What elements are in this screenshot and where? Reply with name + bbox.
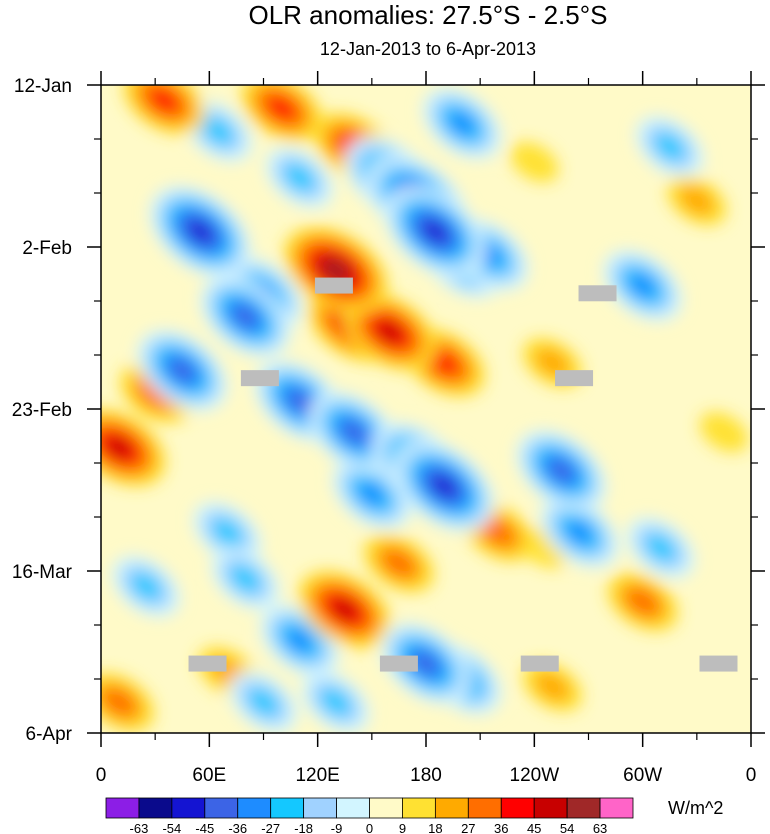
anomaly-blob-13-level-2	[654, 133, 685, 161]
anomaly-blob-11-level-2	[103, 689, 135, 716]
anomaly-blob-4-level-1	[678, 185, 716, 216]
chart-title: OLR anomalies: 27.5°S - 2.5°S	[248, 0, 608, 30]
colorbar-label-2: -45	[195, 821, 214, 834]
y-tick-label-4: 6-Apr	[26, 724, 73, 745]
colorbar-label-8: 9	[399, 821, 406, 834]
anomaly-blob-20-level-2	[284, 163, 315, 192]
colorbar-swatch-5	[270, 797, 305, 819]
anomaly-blob-44-level-4	[548, 459, 575, 483]
colorbar-label-4: -27	[261, 821, 280, 834]
colorbar-label-11: 36	[494, 821, 508, 834]
anomaly-blob-38-level-4	[232, 304, 259, 329]
missing-data-box-6	[520, 655, 559, 672]
missing-data-box-3	[555, 370, 594, 387]
x-tick-label-6: 0	[746, 765, 757, 786]
anomaly-blob-14-level-2	[212, 518, 243, 547]
anomaly-blob-21-level-3	[429, 350, 459, 375]
missing-data-box-7	[699, 655, 738, 672]
anomaly-blob-32-level-3	[285, 628, 314, 653]
anomaly-blob-2-level-0	[699, 412, 748, 453]
colorbar-swatch-8	[369, 797, 403, 819]
colorbar-swatch-6	[303, 797, 337, 819]
anomaly-blob-22-level-3	[149, 88, 179, 113]
anomaly-blob-50-level-5	[422, 220, 448, 243]
anomaly-blob-16-level-2	[131, 572, 162, 601]
y-tick-label-2: 23-Feb	[12, 400, 72, 421]
colorbar-swatch-1	[138, 797, 173, 819]
colorbar-label-6: -9	[331, 821, 343, 834]
missing-data-box-5	[379, 655, 418, 672]
colorbar-swatch-0	[105, 797, 140, 819]
colorbar-swatch-11	[467, 797, 502, 819]
anomaly-blob-26-level-3	[358, 481, 386, 507]
colorbar-label-5: -18	[294, 821, 313, 834]
anomaly-blob-17-level-2	[320, 688, 351, 716]
x-tick-label-3: 180	[410, 765, 442, 786]
y-tick-label-0: 12-Jan	[14, 76, 72, 97]
anomaly-field	[101, 85, 748, 733]
colorbar-swatch-7	[336, 797, 370, 819]
colorbar-label-9: 18	[428, 821, 442, 834]
colorbar-swatch-13	[533, 797, 568, 819]
colorbar-units: W/m^2	[668, 798, 724, 818]
colorbar: -63 -54 -45 -36 -27 -18 -9 0 9 18 27 36 45 54 63	[105, 797, 634, 834]
anomaly-blob-29-level-3	[448, 111, 476, 136]
anomaly-blob-37-level-4	[105, 436, 133, 459]
colorbar-swatch-9	[402, 797, 436, 819]
colorbar-label-13: 54	[560, 821, 574, 834]
y-tick-label-3: 16-Mar	[12, 562, 73, 583]
colorbar-swatch-3	[204, 797, 239, 819]
missing-data-boxes	[188, 277, 738, 672]
colorbar-label-3: -36	[228, 821, 247, 834]
anomaly-blob-10-level-2	[627, 588, 659, 615]
x-axis-labels: 0 60E 120E 180 120W 60W 0	[96, 765, 757, 786]
anomaly-blob-35-level-4	[376, 320, 404, 343]
anomaly-blob-36-level-4	[331, 598, 359, 621]
anomaly-blob-48-level-5	[431, 475, 457, 498]
x-tick-label-1: 60E	[192, 765, 226, 786]
anomaly-blob-12-level-2	[645, 534, 676, 562]
colorbar-swatch-14	[566, 797, 601, 819]
colorbar-swatch-4	[237, 797, 272, 819]
x-tick-label-0: 0	[96, 765, 107, 786]
anomaly-blob-23-level-3	[267, 96, 296, 120]
anomaly-blob-15-level-2	[230, 565, 261, 593]
chart-subtitle: 12-Jan-2013 to 6-Apr-2013	[319, 39, 537, 59]
anomaly-blob-39-level-4	[169, 358, 196, 383]
anomaly-blob-46-level-5	[323, 259, 349, 281]
colorbar-label-7: 0	[366, 821, 373, 834]
anomaly-blob-19-level-2	[203, 117, 234, 145]
x-tick-label-4: 120W	[510, 765, 560, 786]
anomaly-blob-31-level-3	[628, 273, 657, 298]
anomaly-blob-40-level-4	[286, 389, 313, 413]
colorbar-swatch-10	[434, 797, 469, 819]
missing-data-box-4	[188, 655, 227, 672]
colorbar-label-10: 27	[461, 821, 475, 834]
y-axis-labels: 12-Jan 2-Feb 23-Feb 16-Mar 6-Apr	[12, 76, 73, 745]
anomaly-blob-30-level-3	[565, 520, 594, 545]
colorbar-swatch-2	[171, 797, 206, 819]
x-tick-label-5: 60W	[623, 765, 662, 786]
axis-ticks	[87, 71, 765, 747]
anomaly-blob-45-level-4	[413, 651, 439, 676]
colorbar-label-1: -54	[162, 821, 181, 834]
anomaly-blob-41-level-4	[340, 420, 367, 444]
y-tick-label-1: 2-Feb	[22, 238, 72, 259]
missing-data-box-0	[314, 277, 353, 294]
anomaly-blob-8-level-2	[383, 550, 415, 577]
anomaly-blob-47-level-5	[188, 220, 213, 243]
missing-data-box-1	[578, 285, 617, 302]
anomaly-blob-9-level-2	[482, 519, 514, 546]
colorbar-swatch-12	[500, 797, 535, 819]
colorbar-label-14: 63	[593, 821, 607, 834]
colorbar-label-0: -63	[130, 821, 149, 834]
anomaly-blob-5-level-1	[534, 671, 571, 702]
anomaly-blob-18-level-2	[248, 688, 279, 716]
anomaly-blob-0-level-0	[510, 142, 559, 183]
x-tick-label-2: 120E	[295, 765, 339, 786]
missing-data-box-2	[240, 370, 279, 387]
colorbar-label-12: 45	[527, 821, 541, 834]
colorbar-swatch-15	[599, 797, 634, 819]
